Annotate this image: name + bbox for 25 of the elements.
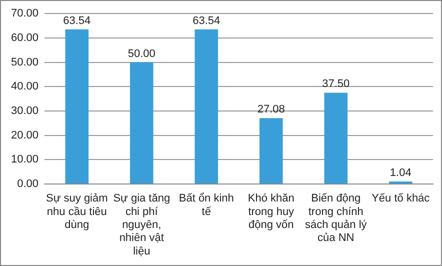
data-label: 37.50 [322, 78, 350, 90]
bar [130, 62, 154, 184]
data-label: 63.54 [192, 14, 220, 27]
data-label: 63.54 [63, 14, 91, 27]
x-tick-label: Sự suy giảm nhu cầu tiêu dùng [46, 192, 108, 232]
data-label: 50.00 [128, 48, 156, 60]
data-label: 1.04 [390, 167, 412, 179]
y-tick-label: 50.00 [10, 56, 39, 68]
x-tick-label: Sự gia tăng chi phí nguyên, nhiên vật liệu [113, 192, 170, 258]
x-tick-label: Yếu tố khác [372, 192, 430, 205]
x-tick-label: Khó khăn trong huy động vốn [248, 192, 295, 232]
bar [65, 29, 89, 184]
bar [259, 118, 283, 184]
data-label: 27.08 [257, 104, 285, 116]
x-tick-label: Biến động trong chính sách quản lý của NN [305, 192, 368, 244]
x-tick-label: Bất ổn kinh tế [178, 192, 234, 218]
bar [324, 92, 348, 184]
y-tick-label: 70.00 [10, 8, 39, 20]
bar [194, 29, 218, 184]
y-tick-label: 20.00 [10, 129, 39, 142]
y-tick-label: 10.00 [10, 154, 39, 166]
y-tick-label: 0.00 [17, 178, 39, 190]
y-tick-label: 40.00 [10, 80, 39, 93]
y-tick-label: 30.00 [10, 105, 39, 118]
y-tick-label: 60.00 [10, 32, 39, 44]
